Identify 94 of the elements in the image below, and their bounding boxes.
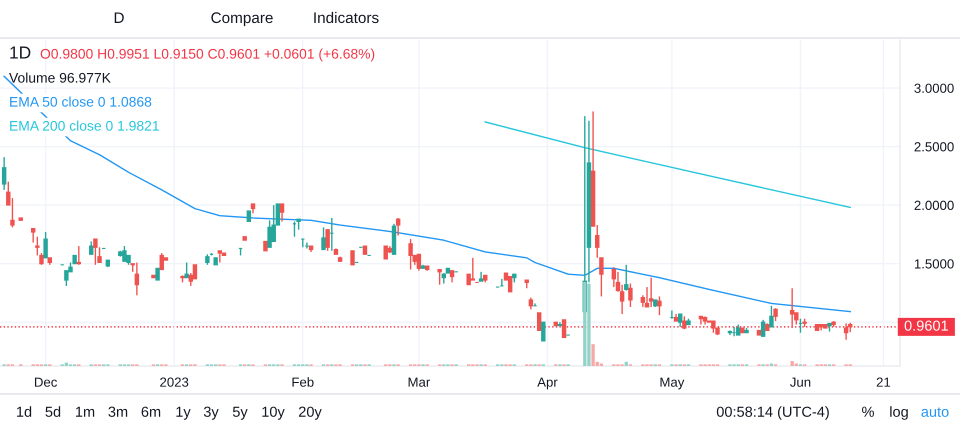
candlestick [562, 319, 566, 338]
candlestick [122, 245, 127, 262]
annotation: EMA 50 close 0 1.0868 [10, 96, 152, 107]
text: % [862, 406, 874, 417]
y-tick-label: 1.5000 [914, 259, 954, 269]
y-tick-label: 2.0000 [914, 200, 954, 210]
candlestick [160, 252, 164, 270]
text: 3m [108, 406, 128, 417]
candlestick [218, 250, 222, 264]
candlestick [536, 312, 542, 331]
text: Indicators [314, 12, 379, 24]
chart-title: 1D [10, 46, 30, 58]
text: 20y [298, 406, 322, 420]
candlestick [612, 266, 616, 288]
candlestick [711, 320, 716, 334]
candlestick [528, 296, 534, 310]
text: auto [921, 407, 949, 417]
text: 6m [142, 406, 160, 417]
candlestick [184, 262, 189, 278]
bar [624, 362, 628, 366]
candlestick [250, 203, 256, 214]
annotation: O0.9800 H0.9951 L0.9150 C0.9601 +0.0601 (+6.68%) [40, 48, 374, 62]
candlestick [93, 238, 98, 266]
x-tick-label: Mar [408, 378, 430, 387]
candlestick [263, 240, 268, 252]
candlestick [624, 264, 628, 292]
text: log [890, 406, 908, 420]
x-tick-label: 21 [876, 377, 890, 387]
candlestick [437, 268, 442, 286]
candlestick [408, 238, 413, 270]
candlestick [682, 316, 687, 330]
x-tick-label: 2023 [160, 377, 188, 387]
candlestick [648, 277, 654, 308]
candlestick [416, 254, 422, 272]
candlestick [321, 226, 326, 250]
candlestick [267, 220, 272, 248]
candlestick [844, 322, 848, 340]
candlestick [396, 217, 400, 236]
candlestick [76, 245, 82, 266]
candlestick [450, 270, 454, 284]
candlestick [246, 210, 252, 222]
bar [587, 284, 591, 366]
bar [583, 282, 586, 366]
candlestick [508, 276, 512, 292]
bar [770, 363, 774, 366]
text: Compare [211, 12, 273, 26]
bar [591, 344, 595, 366]
candlestick [280, 203, 284, 222]
text: D [114, 12, 124, 23]
text: 5y [232, 406, 248, 420]
x-tick-label: Jun [790, 378, 810, 387]
x-tick-label: Dec [34, 378, 58, 387]
y-tick-label: 3.0000 [914, 84, 954, 93]
candlestick [628, 282, 633, 308]
bar [600, 363, 604, 366]
annotation: EMA 200 close 0 1.9821 [10, 120, 159, 131]
bar [790, 360, 794, 366]
candlestick [678, 313, 682, 328]
candlestick [773, 307, 778, 322]
text: 1y [176, 406, 191, 420]
candlestick [155, 268, 160, 281]
candlestick [350, 250, 355, 266]
text: 5d [45, 406, 60, 417]
candlestick [64, 270, 69, 287]
candlestick [736, 324, 740, 336]
text: 1m [76, 406, 94, 417]
bar [794, 363, 798, 366]
x-tick-label: Feb [292, 377, 314, 387]
x-tick-label: Apr [537, 378, 558, 390]
candlestick [89, 240, 94, 255]
candlestick [657, 296, 662, 316]
candlestick [442, 272, 446, 284]
candlestick [384, 246, 388, 260]
candlestick [2, 156, 6, 191]
bar [64, 362, 68, 366]
candlestick [30, 228, 36, 244]
candlestick [43, 231, 48, 258]
candlestick [205, 254, 210, 266]
annotation: Volume 96.977K [9, 72, 111, 83]
ref-line-label: 0.9601 [904, 320, 948, 331]
candlestick [790, 288, 794, 329]
text: 1d [17, 406, 32, 417]
candlestick [769, 305, 774, 328]
candlestick [134, 262, 140, 296]
text: 10y [262, 406, 285, 420]
candlestick [325, 229, 330, 252]
line-series [484, 121, 851, 208]
candlestick [760, 319, 766, 337]
candlestick [478, 271, 484, 282]
text: 3y [204, 406, 219, 420]
x-tick-label: May [660, 378, 684, 390]
candlestick [541, 322, 546, 342]
y-tick-label: 2.5000 [914, 142, 954, 152]
text: 00:58:14 (UTC-4) [716, 406, 829, 420]
